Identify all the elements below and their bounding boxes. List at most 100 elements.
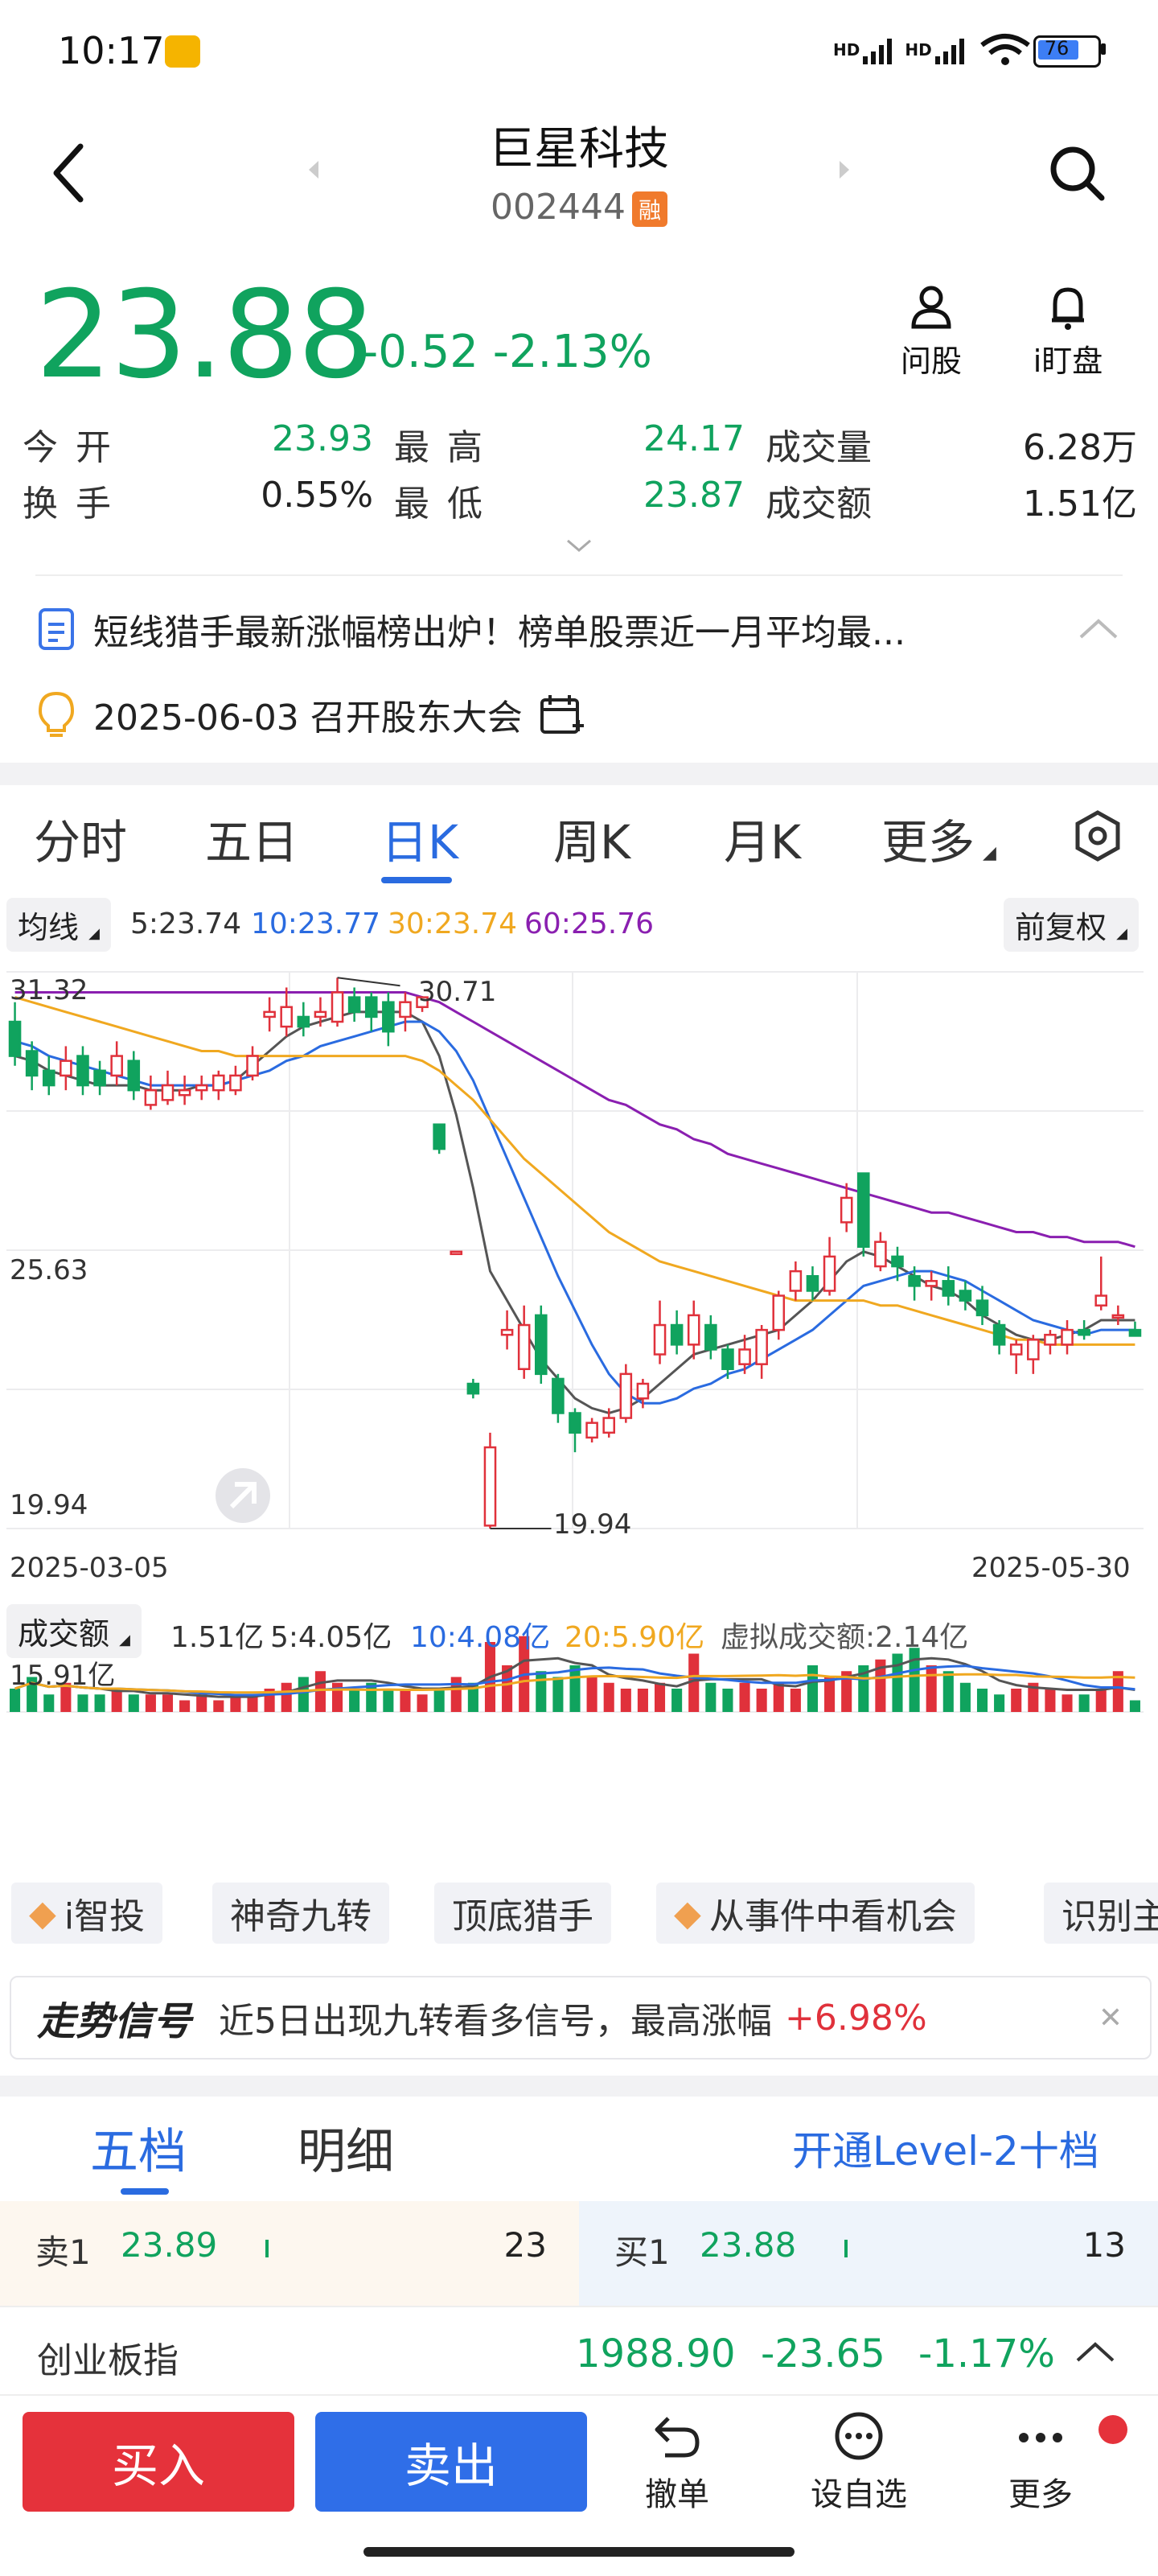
volume-selector[interactable]: 成交额 ◢ (6, 1604, 142, 1658)
feature-chip-jiuzhuan[interactable]: 神奇九转 (212, 1883, 389, 1944)
feature-chip-events[interactable]: ◆ 从事件中看机会 (656, 1883, 975, 1944)
volume-bar (450, 1677, 462, 1712)
volume-ma5-line (14, 1656, 1135, 1698)
cancel-order-button[interactable]: 撤单 (613, 2410, 741, 2515)
volume-bar (705, 1682, 717, 1712)
chip-label: 从事件中看机会 (708, 1896, 957, 1937)
collapse-chevron-icon[interactable] (1076, 613, 1121, 645)
prev-stock-arrow-icon[interactable] (306, 158, 322, 182)
candle-up (1111, 1314, 1125, 1319)
volume-ma10-line (14, 1665, 1135, 1697)
tab-daily-k[interactable]: 日K (381, 815, 459, 870)
close-icon[interactable]: ✕ (1098, 2001, 1123, 2035)
buy1-qty: 13 (1082, 2225, 1126, 2265)
volume-ma20: 20:5.90亿 (565, 1621, 705, 1654)
settings-hexagon-icon[interactable] (1070, 808, 1126, 864)
volume-bar (637, 1689, 648, 1712)
notification-dot (1098, 2415, 1127, 2444)
tab-details[interactable]: 明细 (298, 2124, 394, 2180)
volume-bar (247, 1694, 258, 1712)
sell-button[interactable]: 卖出 (315, 2412, 587, 2512)
candle-up (687, 1314, 700, 1346)
feature-chip-zhitou[interactable]: ◆ i智投 (11, 1883, 163, 1944)
turnover-value: 0.55% (261, 475, 373, 516)
volume-ma10: 10:4.08亿 (410, 1621, 551, 1654)
calendar-add-icon[interactable] (537, 690, 585, 739)
expand-quote-chevron-icon[interactable] (563, 536, 595, 555)
news-headline-row[interactable]: 短线猎手最新涨幅榜出炉！榜单股票近一月平均最... (35, 597, 1121, 661)
volume-bar (213, 1700, 224, 1712)
tab-intraday[interactable]: 分时 (34, 815, 128, 870)
volume-bar (60, 1682, 72, 1712)
ma-selector[interactable]: 均线 ◢ (6, 898, 111, 952)
margin-trading-badge: 融 (631, 191, 667, 227)
candle-down (364, 996, 378, 1018)
volume-bar (27, 1677, 38, 1712)
trend-signal-card[interactable]: 走势信号 近5日出现九转看多信号，最高涨幅 +6.98% ✕ (10, 1976, 1152, 2060)
open-value: 23.93 (272, 418, 373, 459)
sell-panel: 卖1 23.89 23 (0, 2201, 579, 2306)
volume-bar (111, 1689, 122, 1712)
more-button[interactable]: 更多 (976, 2410, 1105, 2515)
ma-lines (14, 991, 1135, 1415)
open-label: 今开 (23, 427, 129, 468)
buy-panel: 买1 23.88 13 (579, 2201, 1158, 2306)
chip-label: i智投 (64, 1896, 146, 1937)
candle-down (347, 996, 361, 1014)
candle-down (8, 1020, 22, 1057)
next-stock-arrow-icon[interactable] (836, 158, 852, 182)
candle-up (331, 991, 344, 1023)
candle-up (585, 1422, 598, 1439)
level2-upgrade-link[interactable]: 开通Level-2十档 (792, 2128, 1099, 2175)
volume-bar (145, 1694, 156, 1712)
search-icon[interactable] (1045, 142, 1110, 206)
low-marker-label: 19.94 (553, 1508, 631, 1541)
feature-chip-identify[interactable]: 识别主 (1044, 1883, 1158, 1944)
news-headline: 短线猎手最新涨幅榜出炉！榜单股票近一月平均最... (93, 612, 905, 653)
tab-monthly-k[interactable]: 月K (724, 815, 802, 870)
expand-chevron-icon[interactable] (1073, 2338, 1118, 2367)
candle-down (297, 1015, 310, 1028)
tab-five-day[interactable]: 五日 (205, 815, 299, 870)
buy-button[interactable]: 买入 (23, 2412, 294, 2512)
ask-stock-button[interactable]: 问股 (883, 283, 979, 381)
ask-stock-label: 问股 (900, 344, 962, 379)
kline-chart[interactable]: 31.32 25.63 19.94 30.71 19.94 2025-03-05… (0, 959, 1158, 1763)
cell-signal-icon-2 (934, 39, 964, 64)
wifi-icon (979, 34, 1030, 65)
buy1-price: 23.88 (700, 2225, 797, 2265)
index-ticker-bar[interactable]: 创业板指 1988.90 -23.65 -1.17% (0, 2306, 1158, 2396)
volume-selector-label: 成交额 (18, 1616, 110, 1652)
restore-button[interactable] (216, 1468, 270, 1523)
back-arrow-icon[interactable] (42, 137, 98, 209)
candle-up (450, 1250, 463, 1256)
candle-down (992, 1323, 1006, 1346)
candle-down (466, 1382, 480, 1395)
index-name: 创业板指 (37, 2340, 179, 2381)
more-label: 更多 (1008, 2476, 1073, 2513)
section-divider (0, 763, 1158, 785)
adjust-selector[interactable]: 前复权 ◢ (1004, 898, 1139, 952)
bell-icon (1052, 287, 1084, 330)
current-price: 23.88 (35, 265, 374, 405)
tab-weekly-k[interactable]: 周K (553, 815, 631, 870)
watch-alert-button[interactable]: i盯盘 (1020, 283, 1116, 381)
candle-up (1044, 1333, 1057, 1346)
feature-chip-dingdi[interactable]: 顶底猎手 (434, 1883, 611, 1944)
add-watchlist-button[interactable]: 设自选 (795, 2410, 923, 2515)
candle-down (42, 1069, 55, 1087)
candle-down (704, 1323, 717, 1351)
candle-up (619, 1372, 633, 1419)
divider (35, 574, 1123, 576)
y-tick-bottom: 19.94 (10, 1489, 88, 1521)
tab-five-levels[interactable]: 五档 (90, 2124, 187, 2180)
tab-more[interactable]: 更多 ◢ (881, 804, 996, 872)
ma5-value: 5:23.74 (130, 907, 242, 940)
volume-bar (858, 1665, 869, 1712)
volume-bar (10, 1689, 21, 1712)
volume-bar (976, 1689, 988, 1712)
candle-up (1027, 1339, 1040, 1360)
event-row[interactable]: 2025-06-03 召开股东大会 (35, 682, 1121, 747)
turnover-label: 换手 (23, 484, 129, 525)
volume-bar (536, 1671, 547, 1712)
